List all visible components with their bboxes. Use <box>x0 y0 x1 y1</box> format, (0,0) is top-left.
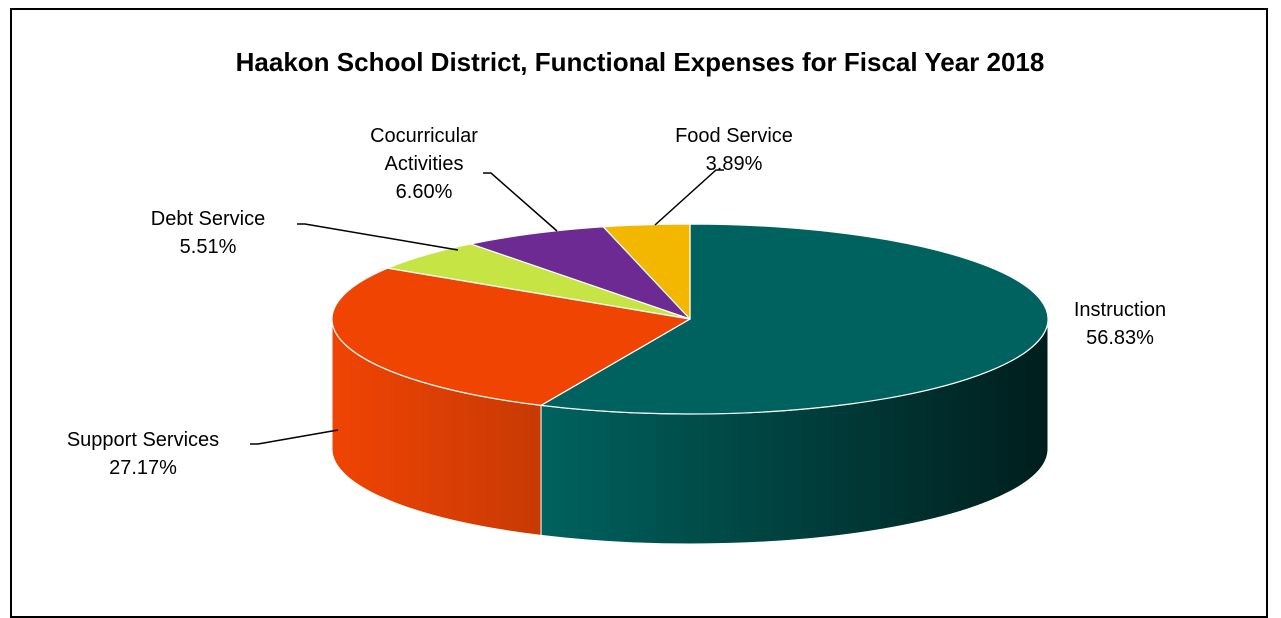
chart-title: Haakon School District, Functional Expen… <box>236 47 1045 77</box>
slice-instruction <box>540 223 1049 415</box>
slice-support-services <box>331 267 691 406</box>
slice-value-debt-service: 5.51% <box>180 236 237 258</box>
label-debt-service: Debt Service 5.51% <box>151 208 459 258</box>
slice-name-debt-service: Debt Service <box>151 208 266 230</box>
slice-name-cocurricular-activities-1: Cocurricular <box>370 125 478 147</box>
slice-name-instruction: Instruction <box>1074 299 1166 321</box>
label-cocurricular-activities: Cocurricular Activities 6.60% <box>370 125 558 232</box>
label-instruction: Instruction 56.83% <box>1074 299 1166 349</box>
leader-line-food-service <box>654 169 724 226</box>
leader-line-debt-service <box>297 223 459 251</box>
slice-value-cocurricular-activities: 6.60% <box>396 181 453 203</box>
leader-line-cocurricular-activities <box>483 172 558 232</box>
label-support-services: Support Services 27.17% <box>67 429 339 479</box>
pie-labels: Instruction 56.83% Support Services 27.17% D… <box>67 125 1166 479</box>
slice-name-cocurricular-activities-2: Activities <box>385 153 464 175</box>
slice-name-food-service: Food Service <box>675 125 793 147</box>
leader-line-support-services <box>250 429 339 445</box>
pie-tops <box>331 223 1049 415</box>
slice-name-support-services: Support Services <box>67 429 219 451</box>
slice-value-support-services: 27.17% <box>109 457 177 479</box>
slice-food-service <box>602 223 691 320</box>
slice-cocurricular-activities <box>470 226 691 320</box>
slice-value-instruction: 56.83% <box>1086 327 1154 349</box>
